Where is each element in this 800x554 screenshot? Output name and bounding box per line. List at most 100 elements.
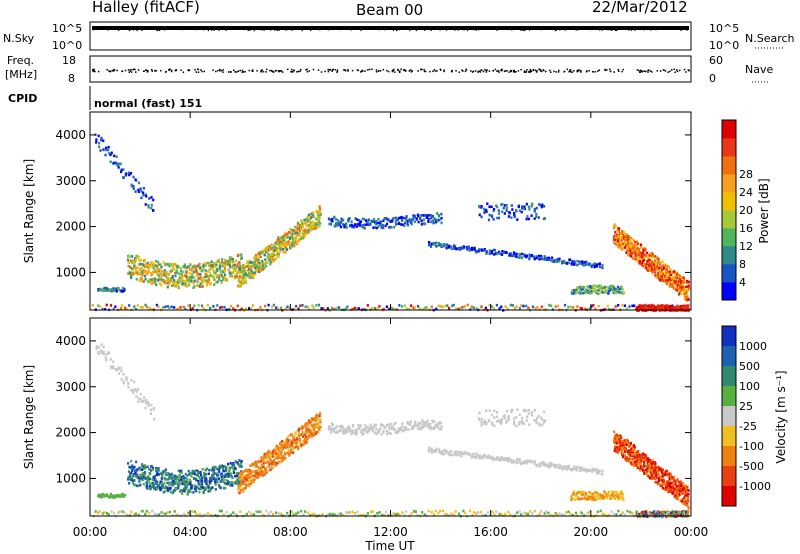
freq-dot [482, 70, 485, 73]
power-echo [181, 274, 184, 278]
nsky-dot [497, 26, 499, 28]
velocity-echo [319, 425, 322, 429]
nsky-dot [445, 29, 448, 31]
power-echo [107, 145, 110, 149]
power-echo [165, 271, 168, 274]
nsky-dot [434, 28, 436, 30]
power-echo [612, 285, 616, 289]
freq-dot [299, 70, 301, 73]
velocity-echo [193, 472, 196, 476]
velocity-echo [427, 425, 430, 429]
freq-dot [182, 71, 185, 73]
velocity-echo [289, 438, 292, 442]
velocity-echo [278, 446, 281, 450]
nsky-dot [628, 29, 630, 31]
power-echo [649, 269, 652, 272]
power-echo [625, 251, 628, 255]
power-echo [580, 285, 584, 289]
nsky-dot [571, 26, 574, 28]
velocity-echo [230, 466, 233, 469]
power-echo [501, 249, 504, 253]
velocity-echo [277, 448, 280, 452]
power-echo [99, 288, 102, 292]
power-echo [380, 225, 383, 229]
power-echo [628, 305, 631, 308]
nsky-dot [107, 29, 109, 31]
power-echo [498, 251, 501, 255]
freq-dot [639, 71, 641, 73]
power-echo [531, 202, 534, 206]
velocity-echo [241, 482, 244, 486]
power-echo [355, 225, 358, 228]
power-echo [645, 262, 649, 266]
velocity-echo [385, 429, 389, 433]
nsky-dot [150, 26, 152, 28]
power-echo [239, 274, 242, 278]
power-echo [177, 286, 180, 290]
power-echo [268, 258, 271, 261]
freq-dot [279, 70, 282, 72]
power-echo [236, 265, 239, 269]
velocity-echo [105, 494, 108, 497]
nsky-dot [601, 29, 603, 31]
velocity-echo [185, 480, 188, 484]
velocity-echo [428, 446, 431, 450]
nsky-dot [460, 26, 462, 28]
velocity-echo [272, 449, 276, 453]
velocity-echo [161, 474, 164, 477]
power-echo [632, 255, 636, 258]
power-echo [220, 273, 223, 277]
velocity-echo [172, 475, 175, 479]
nsky-dot [337, 26, 339, 29]
power-echo [666, 276, 669, 280]
power-echo [400, 219, 404, 222]
power-echo [300, 235, 303, 238]
velocity-echo [172, 483, 175, 487]
power-echo [362, 217, 366, 221]
power-echo [396, 218, 399, 222]
power-echo [480, 215, 483, 219]
nsky-dot [338, 29, 340, 31]
nsky-dot [532, 28, 534, 30]
nsky-dot [464, 27, 466, 29]
velocity-echo [262, 461, 265, 465]
power-echo [357, 307, 361, 310]
velocity-echo [175, 488, 178, 491]
freq-dot [481, 69, 483, 72]
power-echo [648, 305, 651, 309]
power-echo [536, 306, 539, 309]
power-echo [447, 306, 451, 310]
power-echo [299, 225, 303, 229]
freq-dot [410, 71, 413, 73]
freq-dot [538, 68, 540, 71]
velocity-echo [194, 469, 198, 472]
velocity-echo [178, 476, 181, 479]
power-echo [530, 214, 533, 217]
velocity-echo [275, 456, 278, 460]
power-echo [578, 262, 581, 265]
freq-dot [242, 71, 245, 73]
power-echo [619, 287, 622, 291]
power-echo [399, 216, 402, 220]
nsky-dot [496, 27, 498, 29]
power-echo [366, 304, 369, 307]
power-echo [235, 275, 238, 278]
nsky-dot [463, 29, 465, 31]
power-echo [264, 261, 267, 265]
nsky-dot [626, 28, 628, 30]
velocity-echo [207, 489, 210, 493]
velocity-echo [147, 477, 150, 481]
velocity-echo [207, 472, 210, 476]
power-echo [285, 245, 288, 249]
power-echo [184, 265, 187, 269]
power-echo [273, 244, 276, 247]
date-title: 22/Mar/2012 [592, 0, 688, 16]
freq-dot [525, 71, 527, 73]
velocity-echo [201, 468, 204, 471]
power-echo [682, 288, 686, 291]
velocity-echo [137, 484, 140, 488]
velocity-echo [440, 451, 443, 455]
power-echo [387, 218, 390, 222]
power-echo [311, 304, 314, 308]
power-echo [303, 234, 307, 238]
